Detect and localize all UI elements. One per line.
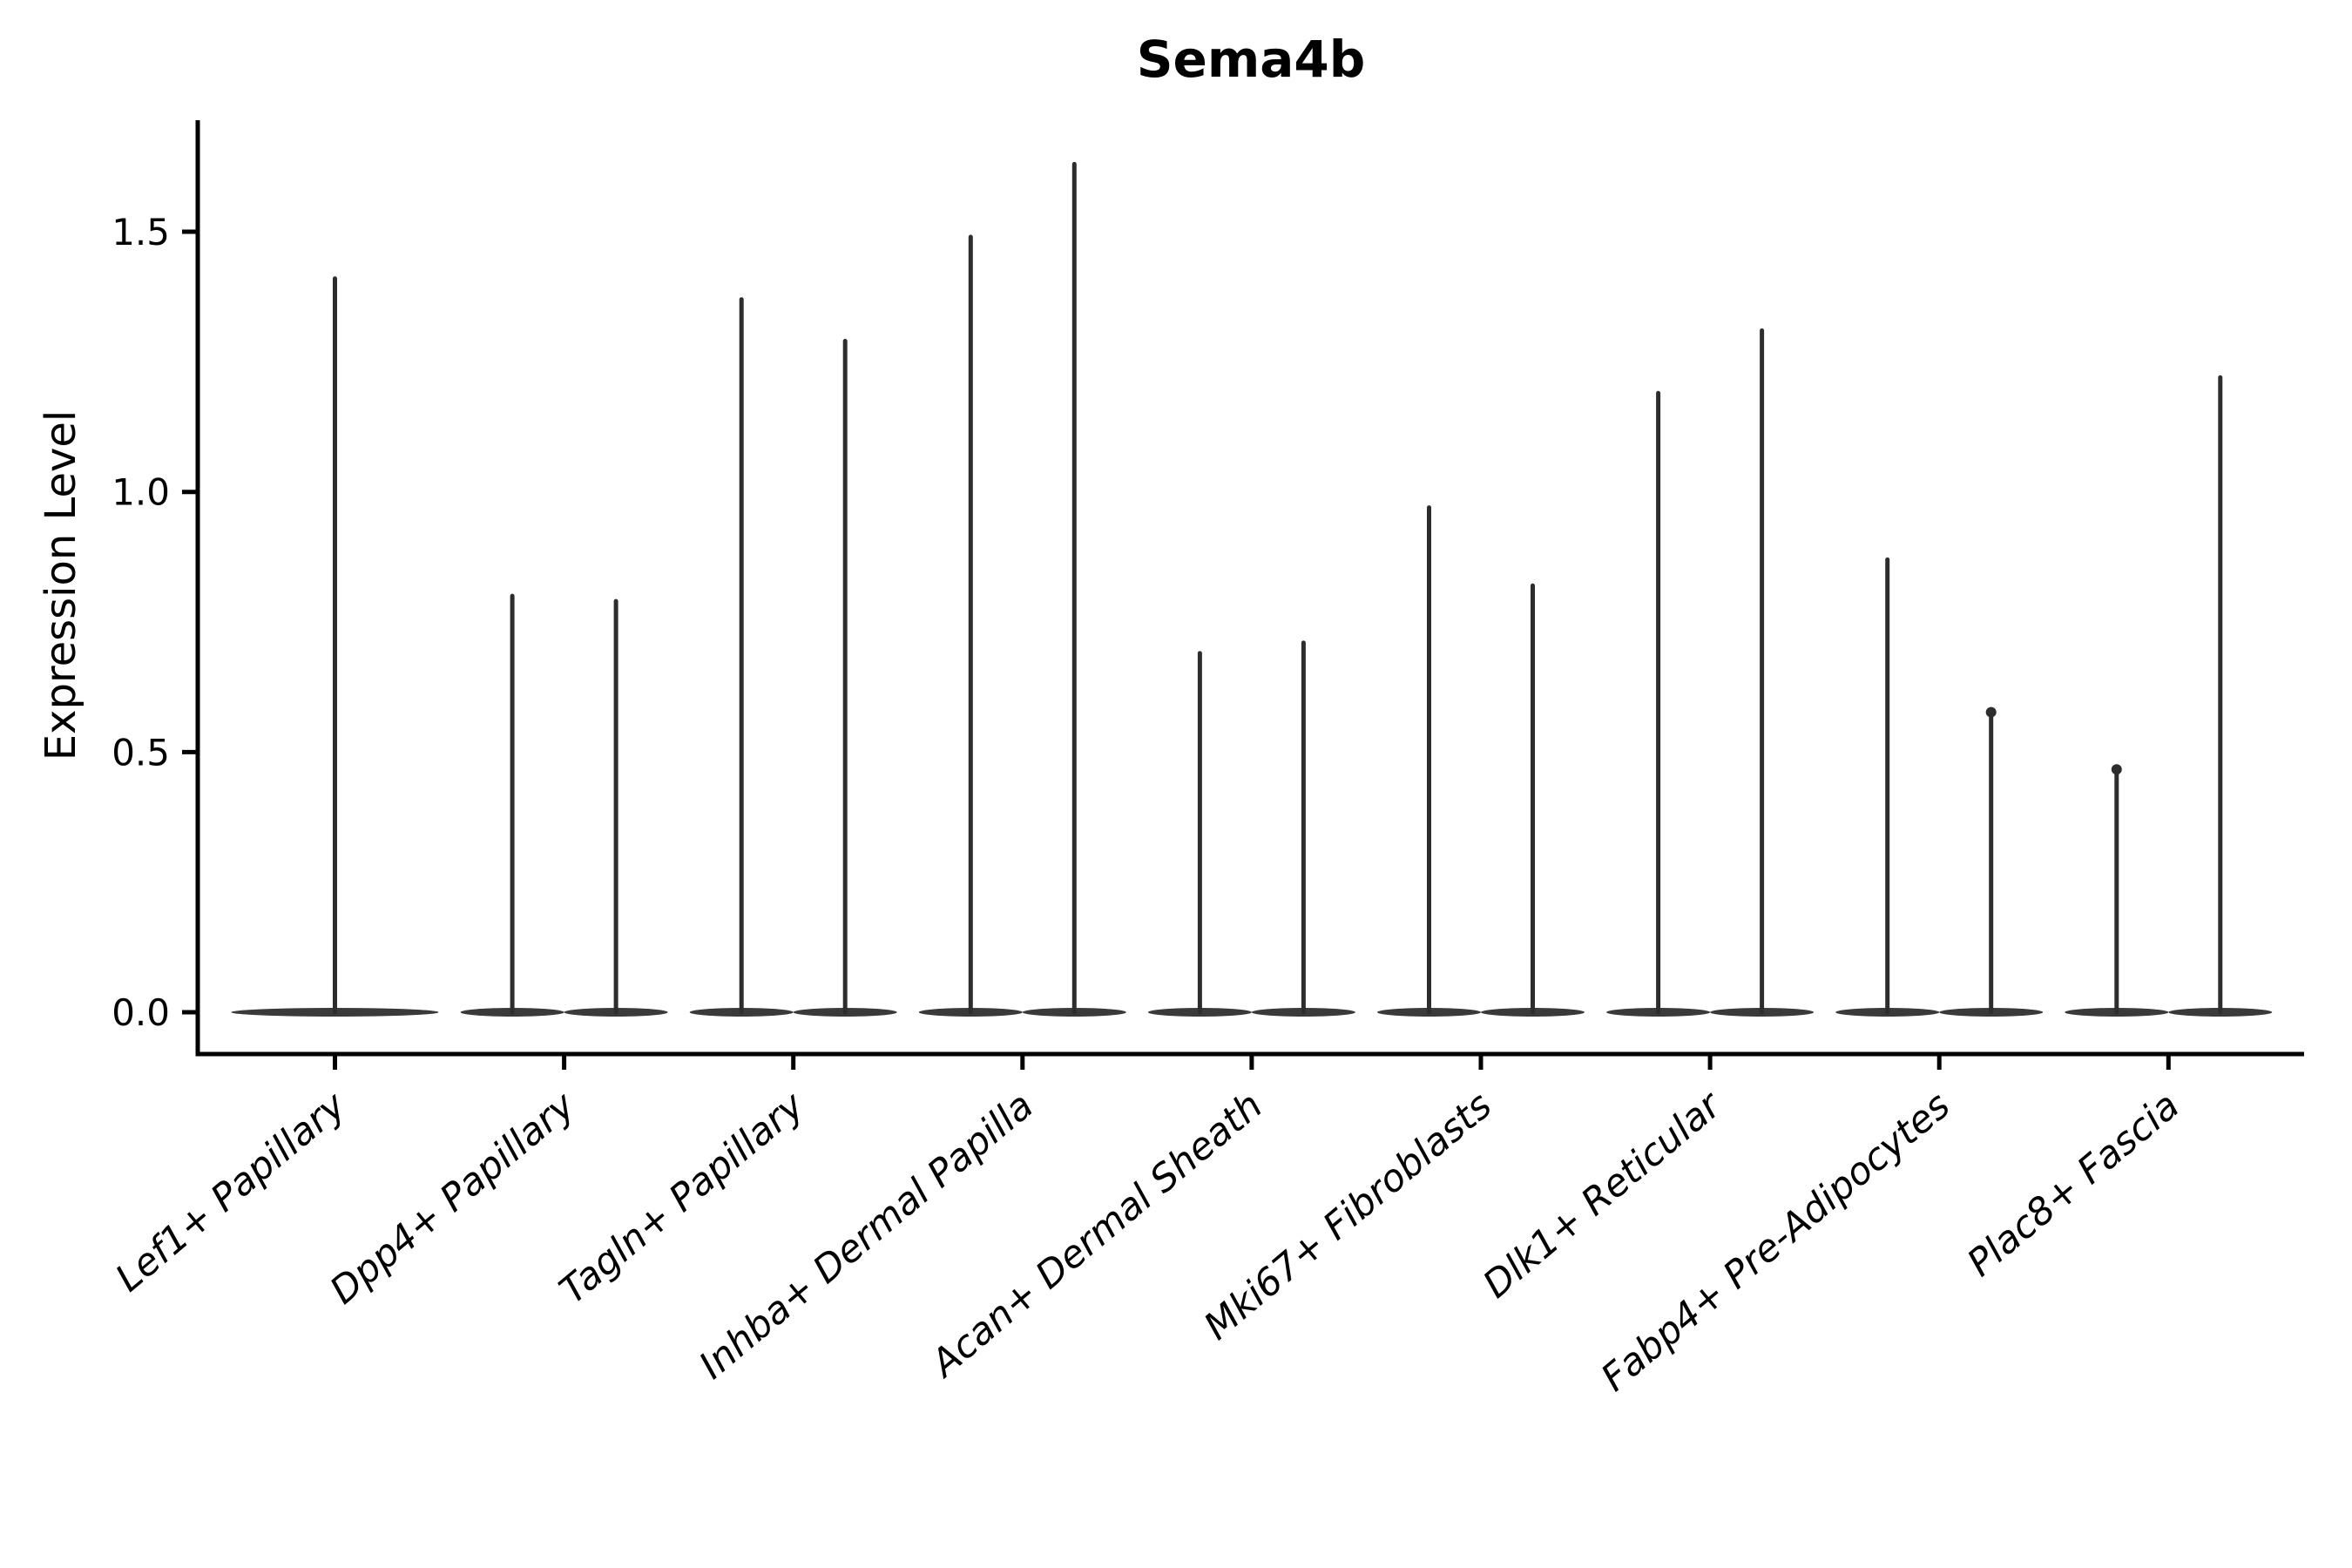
y-tick-label: 1.0 <box>112 471 170 514</box>
y-tick-label: 0.5 <box>112 731 170 774</box>
x-tick-label: Dpp4+ Papillary <box>322 1084 584 1313</box>
spike-tip-knob <box>1985 706 1997 718</box>
x-tick-label: Plac8+ Fascia <box>1959 1084 2187 1285</box>
spike-tip-knob <box>2111 764 2122 775</box>
x-tick-label: Dlk1+ Reticular <box>1475 1083 1731 1308</box>
x-tick-label: Lef1+ Papillary <box>108 1084 355 1301</box>
y-tick-label: 1.5 <box>112 211 170 253</box>
plot-title: Sema4b <box>1136 30 1366 89</box>
y-tick-label: 0.0 <box>112 991 170 1034</box>
x-tick-label: Tagln+ Papillary <box>551 1084 813 1313</box>
